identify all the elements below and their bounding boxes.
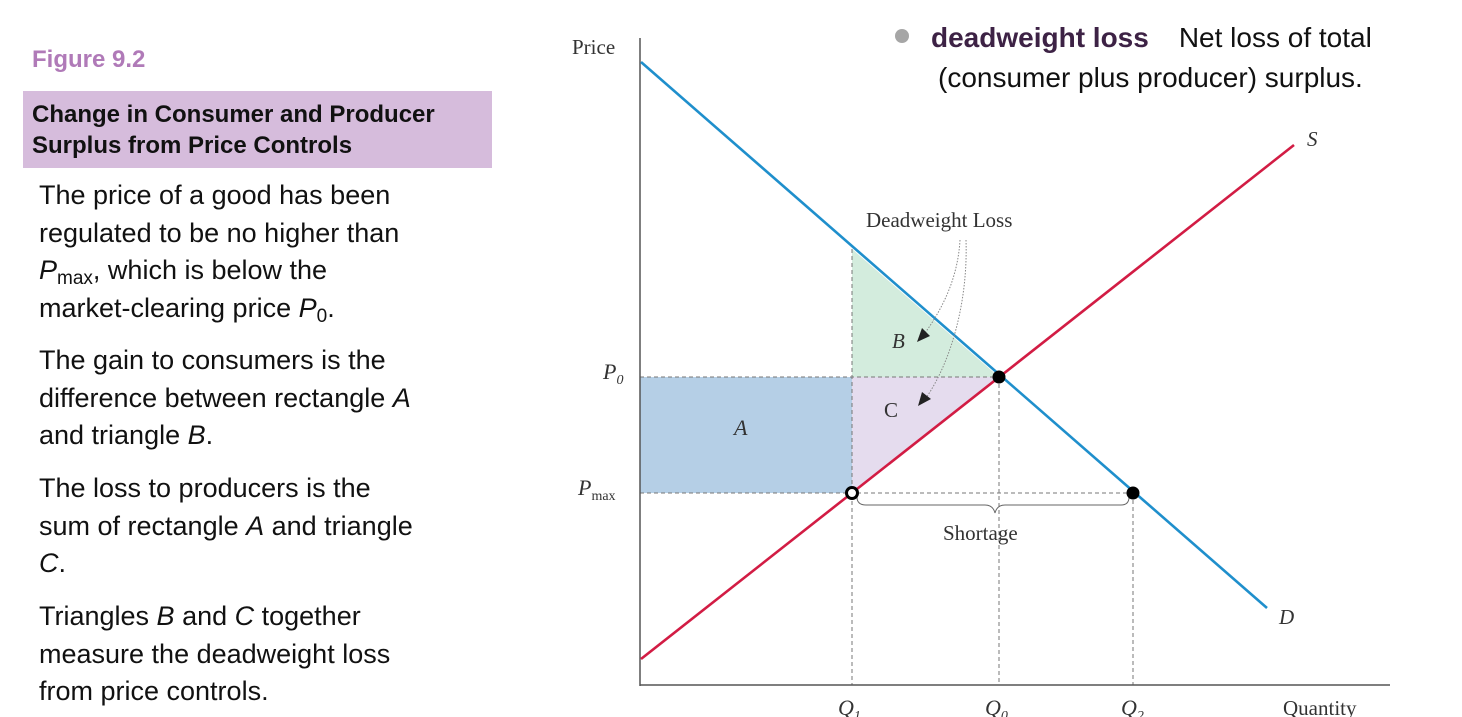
arrowhead-b-icon (917, 328, 930, 342)
p1-line4-end: . (327, 292, 335, 323)
p2-line3: and triangle B. (39, 417, 411, 455)
pmax-demand-point (1126, 486, 1140, 500)
p3-line2: sum of rectangle A and triangle (39, 508, 413, 546)
deadweight-arrow-c (925, 239, 967, 399)
q1-label: Q1 (838, 695, 861, 717)
paragraph-producer-loss: The loss to producers is the sum of rect… (39, 470, 413, 583)
supply-label: S (1307, 127, 1318, 151)
p4-line3: from price controls. (39, 676, 269, 706)
q0-label: Q0 (985, 695, 1008, 717)
equilibrium-point (992, 370, 1006, 384)
pmax-supply-point (845, 486, 859, 500)
bullet-icon (895, 29, 909, 43)
paragraph-deadweight: Triangles B and C together measure the d… (39, 598, 390, 711)
p0-var: P (298, 292, 317, 323)
figure-label: Figure 9.2 (32, 46, 146, 73)
figure-title-line1: Change in Consumer and Producer (32, 101, 435, 128)
paragraph-price-regulation: The price of a good has been regulated t… (39, 177, 399, 327)
pmax-sub: max (57, 268, 93, 289)
p2-line2-text: difference between rectangle (39, 382, 393, 413)
p1-line3: Pmax, which is below the (39, 252, 399, 290)
p4-line1: Triangles B and C together (39, 598, 390, 636)
definition-term: deadweight loss (931, 22, 1149, 53)
pmax-label: Pmax (577, 475, 616, 504)
shortage-brace (856, 496, 1130, 514)
p1-line3-rest: , which is below the (92, 255, 328, 285)
q2-label: Q2 (1121, 695, 1144, 717)
p4-text-c: and (174, 601, 235, 631)
figure-title: Change in Consumer and Producer Surplus … (23, 91, 492, 168)
definition-line1: deadweight loss Net loss of total (895, 18, 1372, 58)
p4-line2: measure the deadweight loss (39, 638, 391, 669)
p3-line3-end: . (58, 548, 67, 578)
p3-line2-text: sum of rectangle (39, 510, 247, 541)
deadweight-loss-label: Deadweight Loss (866, 208, 1012, 232)
area-a-label: A (732, 415, 748, 440)
supply-curve (640, 143, 1295, 661)
p0-label: P0 (602, 359, 623, 388)
p2-var-a: A (392, 382, 411, 413)
arrowhead-c-icon (918, 392, 931, 406)
shortage-label: Shortage (943, 521, 1018, 545)
definition-deadweight-loss: deadweight loss Net loss of total (consum… (895, 18, 1372, 98)
p0-sub: 0 (316, 305, 328, 327)
area-c-label: C (884, 398, 898, 422)
p4-text-a: Triangles (39, 601, 157, 631)
p2-var-b: B (187, 420, 206, 450)
area-b-label: B (892, 329, 905, 353)
figure-title-line2: Surplus from Price Controls (32, 132, 353, 159)
demand-label: D (1278, 605, 1294, 629)
p3-var-c: C (39, 548, 59, 578)
y-axis-label: Price (572, 35, 615, 59)
area-a-rectangle (640, 377, 852, 493)
p4-var-c: C (234, 601, 255, 631)
p1-line4-text: market-clearing price (39, 292, 299, 323)
paragraph-consumer-gain: The gain to consumers is the difference … (39, 342, 411, 455)
p1-line2: regulated to be no higher than (39, 217, 400, 248)
p2-line3-end: . (205, 420, 214, 450)
p3-line3: C. (39, 545, 413, 583)
definition-line2: (consumer plus producer) surplus. (938, 62, 1363, 93)
definition-line1-rest: Net loss of total (1178, 22, 1372, 53)
p1-line4: market-clearing price P0. (39, 290, 399, 328)
p3-var-a: A (246, 510, 265, 541)
p4-var-b: B (156, 601, 175, 631)
p3-line1: The loss to producers is the (39, 473, 371, 503)
x-axis-label: Quantity (1283, 696, 1357, 717)
pmax-var: P (39, 255, 58, 285)
p4-text-e: together (254, 601, 361, 631)
p2-line3-text: and triangle (39, 420, 188, 450)
area-b-triangle (852, 249, 999, 377)
p1-line1: The price of a good has been (39, 180, 391, 210)
p3-line2-rest: and triangle (264, 510, 413, 541)
p2-line2: difference between rectangle A (39, 380, 411, 418)
p2-line1: The gain to consumers is the (39, 345, 386, 375)
